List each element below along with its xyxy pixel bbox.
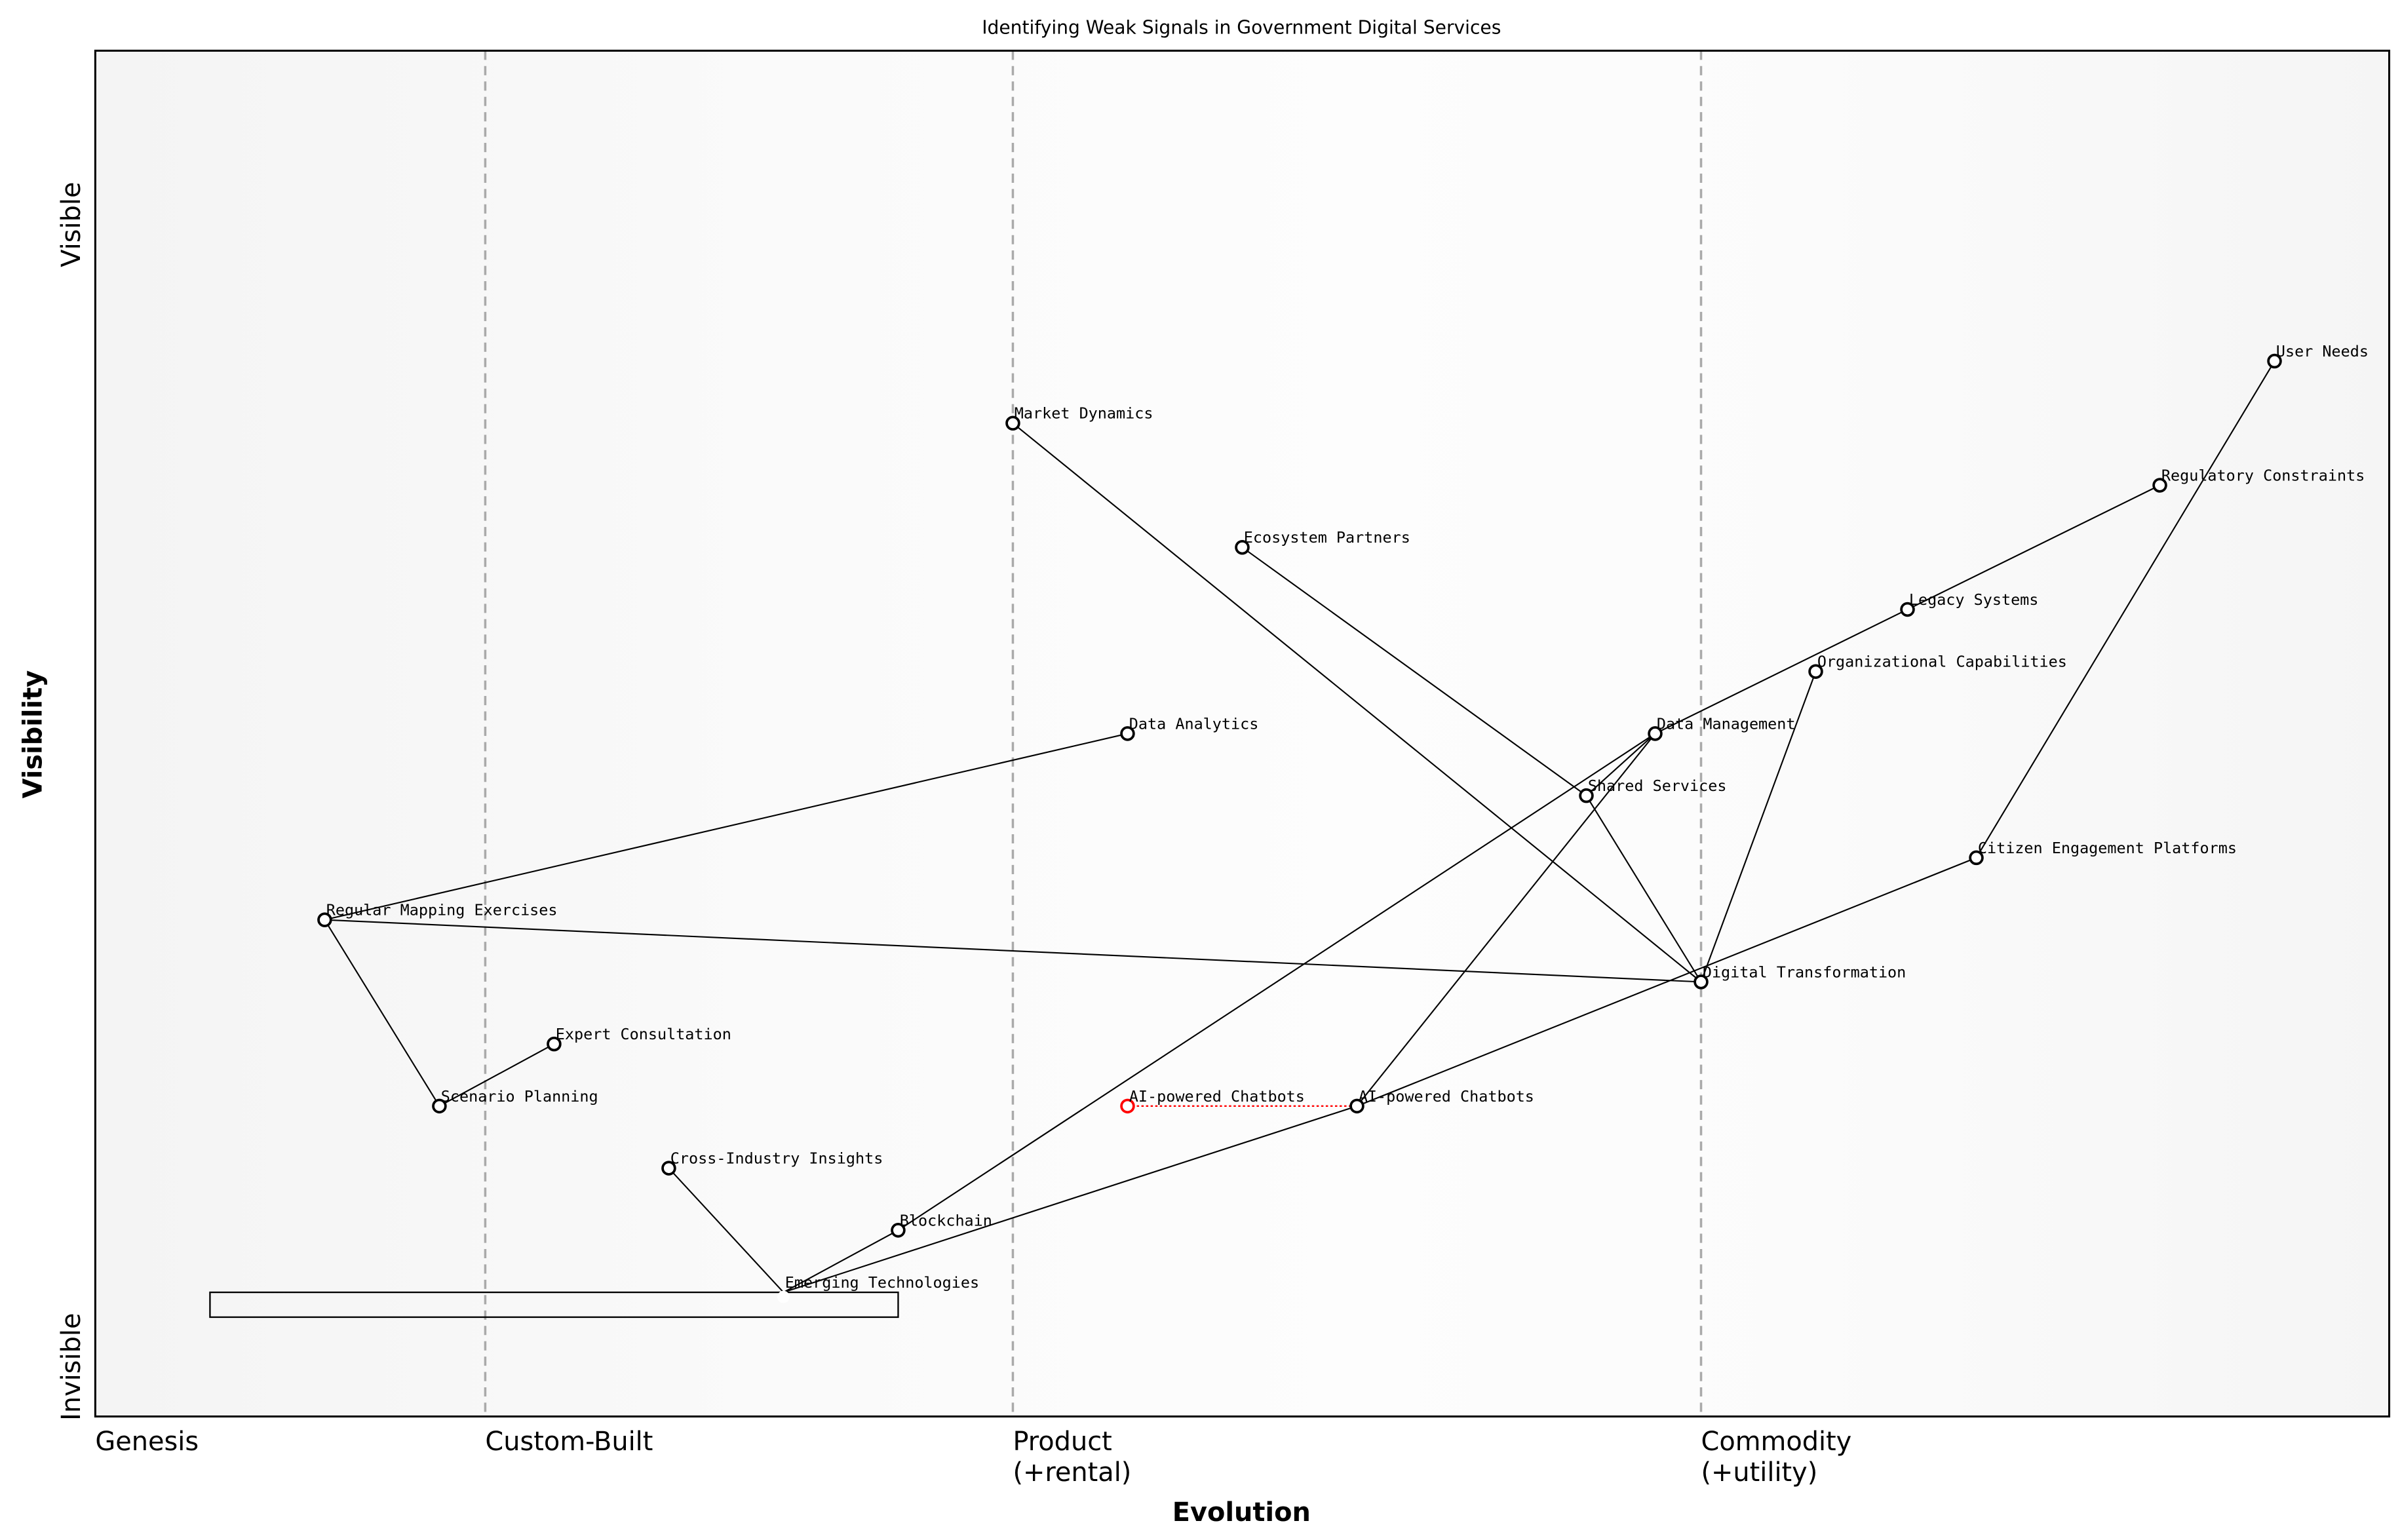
- component-label: Data Management: [1657, 714, 1796, 733]
- component-label: Emerging Technologies: [785, 1273, 979, 1292]
- component-marker: [1648, 726, 1663, 741]
- component-label: Regular Mapping Exercises: [326, 901, 558, 919]
- chart-title: Identifying Weak Signals in Government D…: [982, 17, 1501, 39]
- dependency-link: [1700, 671, 1817, 982]
- dependency-link: [324, 733, 1128, 921]
- component-label: Citizen Engagement Platforms: [1978, 839, 2237, 857]
- component-marker: [1349, 1098, 1365, 1114]
- component-marker: [317, 912, 332, 927]
- component-marker: [1694, 974, 1709, 990]
- component-marker: [1900, 602, 1915, 617]
- component-label: Scenario Planning: [441, 1087, 598, 1106]
- dependency-link: [1907, 484, 2160, 610]
- inertia-box: [209, 1291, 899, 1319]
- dependency-link: [1012, 422, 1702, 983]
- x-tick-label: Product (+rental): [1013, 1427, 1131, 1488]
- x-tick-label-line: (+utility): [1701, 1457, 1818, 1488]
- y-axis-label: Visibility: [18, 670, 48, 799]
- component-label: Blockchain: [900, 1211, 992, 1229]
- component-label: Ecosystem Partners: [1244, 528, 1410, 547]
- component-label: Organizational Capabilities: [1817, 653, 2067, 671]
- y-tick-label: Invisible: [56, 1313, 87, 1421]
- component-label: Legacy Systems: [1909, 590, 2039, 609]
- dependency-link: [1655, 609, 1908, 735]
- component-marker: [891, 1223, 906, 1238]
- x-tick-label-line: (+rental): [1013, 1457, 1131, 1488]
- component-label: Shared Services: [1588, 777, 1727, 795]
- component-marker: [1579, 788, 1594, 803]
- plot-background: [95, 50, 2390, 1417]
- component-marker: [1120, 726, 1135, 741]
- component-marker: [2152, 478, 2167, 493]
- dependency-link: [324, 919, 1701, 983]
- component-marker: [2267, 353, 2282, 369]
- component-marker: [661, 1161, 676, 1176]
- x-tick-label-line: Custom-Built: [485, 1427, 653, 1457]
- dependency-link: [897, 733, 1656, 1231]
- x-tick-label-line: Product: [1013, 1427, 1112, 1457]
- evolving-component-marker: [1120, 1098, 1135, 1114]
- dependency-link: [668, 1167, 784, 1293]
- component-label: Cross-Industry Insights: [670, 1149, 883, 1168]
- component-label: User Needs: [2276, 342, 2369, 360]
- component-label: AI-powered Chatbots: [1359, 1087, 1534, 1106]
- dependency-link: [1357, 857, 1977, 1107]
- x-tick-label-line: Commodity: [1701, 1427, 1852, 1457]
- y-tick-label: Visible: [56, 182, 87, 267]
- dependency-link: [783, 1229, 899, 1293]
- dependency-link: [1585, 795, 1702, 982]
- dependency-link: [1241, 547, 1587, 797]
- dependency-link: [1975, 360, 2275, 858]
- component-marker: [432, 1098, 447, 1114]
- dependency-link: [1585, 733, 1656, 796]
- component-marker: [1235, 539, 1250, 555]
- x-tick-label: Custom-Built: [485, 1427, 653, 1457]
- component-label: Expert Consultation: [556, 1025, 731, 1043]
- component-marker: [547, 1036, 562, 1052]
- component-label: Digital Transformation: [1703, 963, 1906, 981]
- component-marker: [777, 1290, 790, 1303]
- component-marker: [1005, 415, 1020, 431]
- component-marker: [1969, 850, 1984, 866]
- component-label: Data Analytics: [1129, 714, 1259, 733]
- dependency-link: [783, 1105, 1357, 1294]
- plot-frame: [94, 49, 2391, 1418]
- dependency-link: [1356, 733, 1656, 1107]
- component-label: Regulatory Constraints: [2161, 466, 2365, 484]
- dependency-link: [324, 919, 440, 1107]
- x-tick-label-line: Genesis: [95, 1427, 199, 1457]
- x-axis-label: Evolution: [1172, 1497, 1311, 1528]
- component-marker: [1808, 664, 1823, 679]
- x-tick-label: Genesis: [95, 1427, 199, 1457]
- component-label: Market Dynamics: [1015, 404, 1153, 423]
- evolving-component-label: AI-powered Chatbots: [1129, 1087, 1305, 1106]
- dependency-link: [438, 1043, 554, 1107]
- x-tick-label: Commodity (+utility): [1701, 1427, 1852, 1488]
